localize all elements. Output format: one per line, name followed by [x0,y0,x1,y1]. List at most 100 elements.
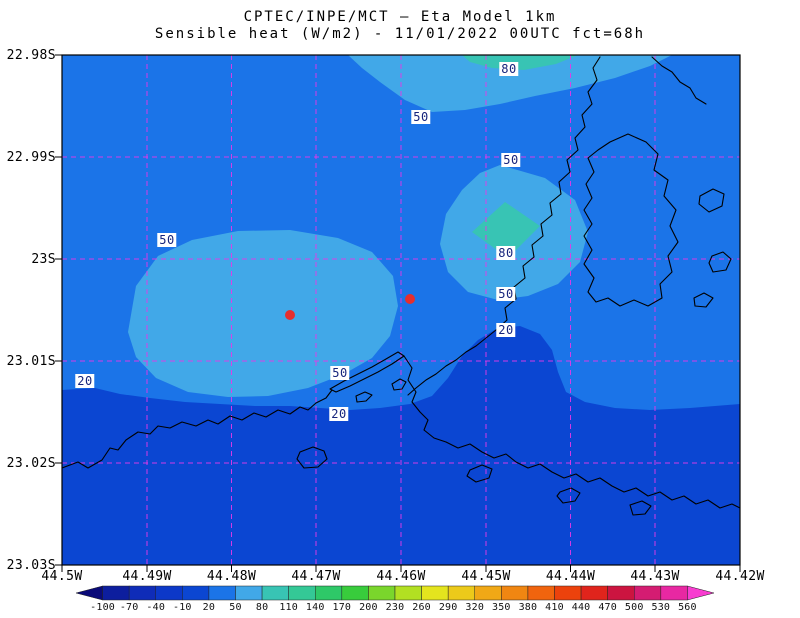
contour-label: 50 [411,110,431,124]
colorbar-tick-label: 230 [385,602,405,613]
colorbar-band-0 [75,585,103,601]
fill-region-top-80-110 [462,55,578,70]
colorbar-band-1 [102,585,130,601]
colorbar-band-10 [341,585,369,601]
colorbar-band-9 [315,585,343,601]
colorbar-tick-label: -10 [172,602,192,613]
colorbar-band-4 [182,585,210,601]
lon-axis-label: 44.42W [715,569,765,584]
colorbar-tick-label: -40 [146,602,166,613]
colorbar-tick-label: 440 [571,602,591,613]
island [693,292,714,308]
colorbar-tick-label: 140 [305,602,325,613]
lat-axis-label: 23.01S [6,354,56,369]
colorbar-tick-label: 290 [438,602,458,613]
island [296,446,328,469]
colorbar-band-19 [580,585,608,601]
chart-title-line1: CPTEC/INPE/MCT — Eta Model 1km [243,9,557,25]
colorbar-band-23 [687,585,715,601]
island [466,464,493,483]
station-marker [405,294,415,304]
colorbar-tick-label: 500 [624,602,644,613]
contour-label: 50 [330,366,350,380]
colorbar-band-15 [474,585,502,601]
lat-axis-label: 23.03S [6,558,56,573]
lat-lon-gridlines [62,55,740,565]
fill-region-west-50-80 [128,230,398,397]
colorbar-band-22 [660,585,688,601]
colorbar-band-7 [261,585,289,601]
island [355,391,373,403]
coastline-east-landmass [583,133,679,307]
contour-label: 50 [501,153,521,167]
island [391,378,407,391]
contour-label: 20 [75,374,95,388]
colorbar-tick-label: 350 [491,602,511,613]
lon-axis-label: 44.47W [291,569,341,584]
station-marker [285,310,295,320]
colorbar-band-6 [235,585,263,601]
contour-label: 80 [499,62,519,76]
coastline-northeast [407,56,601,396]
fill-region-east-80-110 [472,202,540,258]
contour-label: 80 [496,246,516,260]
colorbar-tick-label: 20 [202,602,216,613]
island [698,188,725,213]
contour-label: 20 [329,407,349,421]
colorbar-band-8 [288,585,316,601]
colorbar-tick-label: 200 [359,602,378,613]
chart-title-line2: Sensible heat (W/m2) - 11/01/2022 00UTC … [154,26,646,42]
island [629,500,652,516]
coastline-path [62,389,333,469]
colorbar-band-2 [128,585,157,601]
plot-frame [61,54,741,566]
colorbar-tick-label: 560 [678,602,697,613]
colorbar-labels: -100 -70 -40 -10 20 50 80 110 140 170 200 230 260 290… [0,602,800,616]
colorbar-tick-label: 50 [229,602,242,613]
colorbar-tick-label: 470 [598,602,617,613]
lat-axis-label: 22.99S [6,150,56,165]
colorbar-band-5 [208,585,236,601]
colorbar-tick-label: 410 [545,602,564,613]
colorbar-band-14 [447,585,475,601]
lon-axis-label: 44.5W [41,569,83,584]
colorbar-tick-label: 260 [412,602,431,613]
colorbar-tick-label: -100 [90,602,116,613]
colorbar [75,585,715,601]
colorbar-band-11 [368,585,396,601]
colorbar-band-17 [527,585,555,601]
contour-label: 50 [157,233,177,247]
axis-ticks [55,54,741,572]
colorbar-band-12 [394,585,422,601]
island [556,487,581,504]
colorbar-band-3 [155,585,183,601]
lon-axis-label: 44.46W [376,569,426,584]
coastline-layer [62,56,740,516]
colorbar-band-16 [501,585,529,601]
lon-axis-label: 44.43W [630,569,680,584]
colorbar-tick-label: 170 [332,602,352,613]
colorbar-tick-label: 110 [279,602,298,613]
lat-axis-label: 23S [31,252,56,267]
colorbar-band-21 [634,585,662,601]
colorbar-tick-label: -70 [119,602,139,613]
colorbar-band-13 [421,585,449,601]
fill-region-top-50-80 [348,55,672,112]
island [708,251,732,273]
coastline-south [403,355,740,509]
colorbar-band-18 [554,585,582,601]
contour-label: 50 [496,287,516,301]
lon-axis-label: 44.44W [545,569,596,584]
lon-axis-label: 44.45W [461,569,511,584]
lon-axis-label: 44.49W [122,569,172,584]
lat-axis-label: 23.02S [6,456,56,471]
colorbar-band-20 [607,585,635,601]
lon-axis-label: 44.48W [206,569,257,584]
map-fill-layer [62,55,740,565]
colorbar-tick-label: 530 [651,602,671,613]
colorbar-tick-label: 80 [255,602,269,613]
lat-axis-label: 22.98S [6,48,56,63]
coastline-topright [651,56,707,105]
